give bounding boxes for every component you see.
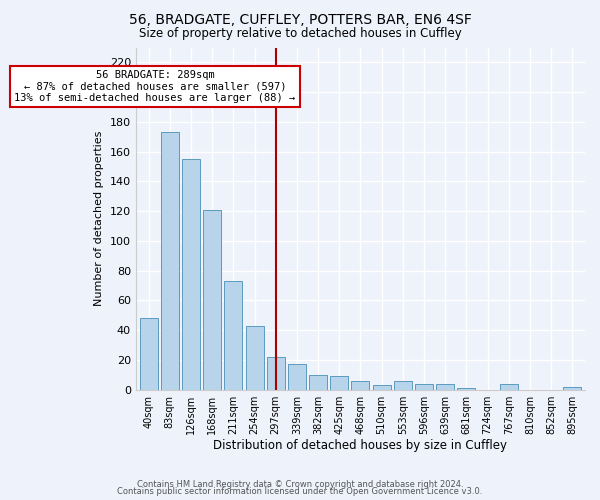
Bar — [245, 326, 263, 390]
Bar — [288, 364, 306, 390]
Bar — [457, 388, 475, 390]
Bar — [309, 375, 327, 390]
Text: Contains public sector information licensed under the Open Government Licence v3: Contains public sector information licen… — [118, 488, 482, 496]
Bar — [266, 357, 285, 390]
Text: 56, BRADGATE, CUFFLEY, POTTERS BAR, EN6 4SF: 56, BRADGATE, CUFFLEY, POTTERS BAR, EN6 … — [128, 12, 472, 26]
Text: Size of property relative to detached houses in Cuffley: Size of property relative to detached ho… — [139, 28, 461, 40]
Bar — [563, 386, 581, 390]
Bar — [415, 384, 433, 390]
Text: Contains HM Land Registry data © Crown copyright and database right 2024.: Contains HM Land Registry data © Crown c… — [137, 480, 463, 489]
Bar — [330, 376, 348, 390]
Bar — [436, 384, 454, 390]
Bar — [224, 281, 242, 390]
Y-axis label: Number of detached properties: Number of detached properties — [94, 131, 104, 306]
Bar — [182, 159, 200, 390]
Bar — [203, 210, 221, 390]
Bar — [140, 318, 158, 390]
Bar — [373, 385, 391, 390]
Bar — [500, 384, 518, 390]
Bar — [352, 381, 370, 390]
Bar — [161, 132, 179, 390]
Bar — [394, 381, 412, 390]
X-axis label: Distribution of detached houses by size in Cuffley: Distribution of detached houses by size … — [214, 440, 508, 452]
Text: 56 BRADGATE: 289sqm
← 87% of detached houses are smaller (597)
13% of semi-detac: 56 BRADGATE: 289sqm ← 87% of detached ho… — [14, 70, 296, 103]
